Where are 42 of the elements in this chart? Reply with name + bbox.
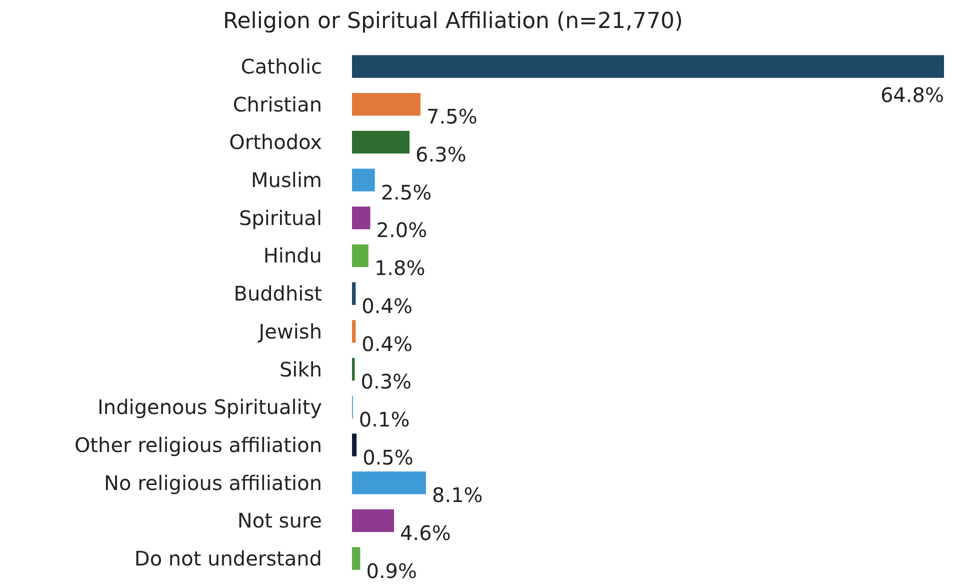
y-tick-label: Indigenous Spirituality <box>98 395 322 420</box>
y-tick-label: No religious affiliation <box>104 470 322 495</box>
chart-title: Religion or Spiritual Affiliation (n=21,770) <box>222 9 684 34</box>
data-label: 4.6% <box>400 521 451 546</box>
data-label: 0.3% <box>360 370 412 394</box>
y-tick-label: Spiritual <box>238 206 322 230</box>
data-label: 0.5% <box>362 445 414 470</box>
bar <box>352 130 410 154</box>
bar <box>352 547 360 570</box>
bar <box>352 320 356 343</box>
data-label: 2.5% <box>380 180 432 204</box>
data-label: 0.9% <box>366 558 418 583</box>
y-tick-label: Catholic <box>240 54 322 78</box>
y-tick-label: Jewish <box>256 319 322 344</box>
y-tick-label: Christian <box>232 92 322 116</box>
y-tick-label: Do not understand <box>134 546 322 571</box>
y-tick-label: Not sure <box>237 508 322 533</box>
bar <box>352 434 357 456</box>
bar <box>352 282 356 305</box>
bar <box>352 206 370 230</box>
y-tick-label: Sikh <box>279 357 322 382</box>
bar <box>352 244 368 268</box>
y-tick-label: Buddhist <box>234 282 322 306</box>
bar <box>352 55 944 78</box>
y-tick-label: Muslim <box>251 168 322 192</box>
bar <box>352 509 394 532</box>
data-label: 8.1% <box>432 483 483 508</box>
y-tick-label: Hindu <box>263 244 322 268</box>
bar <box>352 92 421 116</box>
data-label: 6.3% <box>416 142 466 167</box>
bar <box>352 471 426 494</box>
data-label: 0.4% <box>362 294 412 318</box>
y-tick-label: Other religious affiliation <box>74 432 322 457</box>
data-label: 7.5% <box>426 104 478 129</box>
bar <box>352 168 375 192</box>
data-label: 64.8% <box>880 82 944 107</box>
y-tick-label: Orthodox <box>229 130 322 154</box>
bar <box>352 358 355 381</box>
data-label: 0.1% <box>358 407 410 432</box>
data-label: 1.8% <box>374 256 426 280</box>
data-label: 0.4% <box>362 332 412 356</box>
data-label: 2.0% <box>376 218 428 242</box>
